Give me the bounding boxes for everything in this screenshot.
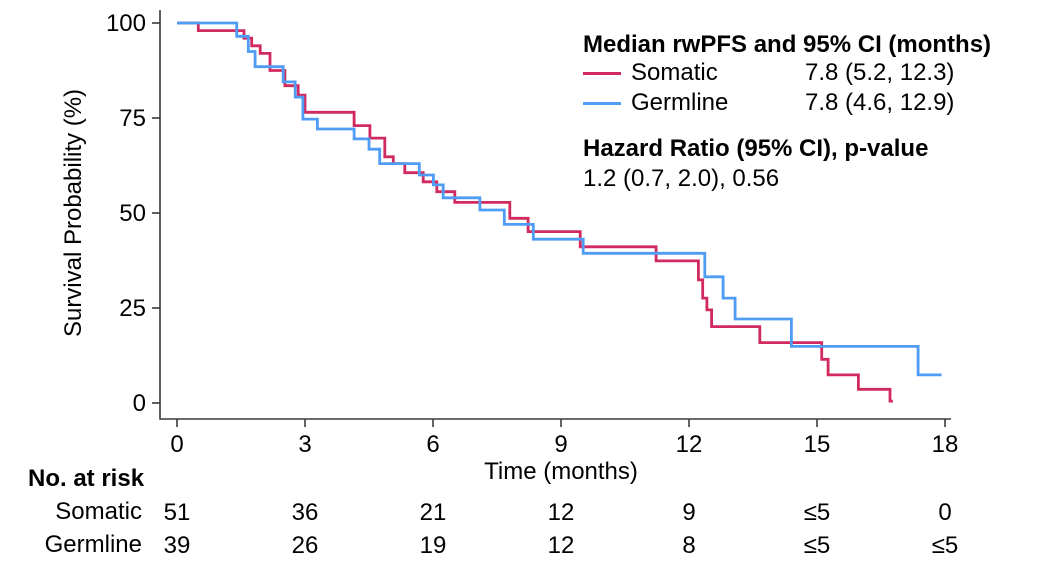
x-tick-label: 6 bbox=[426, 431, 439, 458]
x-tick-label: 15 bbox=[804, 431, 831, 458]
risk-count-germline: 19 bbox=[420, 532, 447, 559]
x-tick-label: 18 bbox=[932, 431, 959, 458]
risk-count-germline: ≤5 bbox=[804, 532, 831, 559]
somatic-line-swatch bbox=[583, 71, 621, 75]
hazard-ratio-title: Hazard Ratio (95% CI), p-value bbox=[583, 135, 929, 162]
y-tick-label: 50 bbox=[119, 200, 146, 227]
risk-count-germline: 26 bbox=[292, 532, 319, 559]
y-axis-label: Survival Probability (%) bbox=[60, 88, 87, 338]
risk-count-germline: 12 bbox=[548, 532, 575, 559]
x-tick-label: 3 bbox=[298, 431, 311, 458]
legend-median-somatic: 7.8 (5.2, 12.3) bbox=[805, 59, 955, 86]
risk-count-somatic: 0 bbox=[938, 499, 951, 526]
legend-row-germline: Germline 7.8 (4.6, 12.9) bbox=[583, 88, 991, 118]
y-tick-label: 100 bbox=[106, 10, 146, 37]
x-tick-label: 9 bbox=[554, 431, 567, 458]
risk-count-germline: ≤5 bbox=[932, 532, 959, 559]
legend-median-germline: 7.8 (4.6, 12.9) bbox=[805, 89, 955, 116]
hazard-ratio-value: 1.2 (0.7, 2.0), 0.56 bbox=[583, 165, 780, 192]
y-tick-label: 25 bbox=[119, 295, 146, 322]
risk-table-values: 51 36 21 12 9 ≤5 0 39 26 19 12 8 ≤5 ≤5 bbox=[164, 499, 959, 559]
axis-lines bbox=[159, 10, 951, 420]
x-tick-label: 0 bbox=[170, 431, 183, 458]
risk-count-somatic: 12 bbox=[548, 499, 575, 526]
risk-count-somatic: ≤5 bbox=[804, 499, 831, 526]
risk-table-header: No. at risk bbox=[28, 465, 145, 492]
risk-row-label-germline: Germline bbox=[44, 531, 142, 558]
y-tick-label: 0 bbox=[133, 390, 146, 417]
legend-label-somatic: Somatic bbox=[631, 59, 718, 86]
risk-count-germline: 8 bbox=[682, 532, 695, 559]
risk-count-germline: 39 bbox=[164, 532, 191, 559]
legend-row-somatic: Somatic 7.8 (5.2, 12.3) bbox=[583, 58, 991, 88]
axes: 0 25 50 75 100 0 3 6 9 12 15 18 bbox=[106, 10, 958, 458]
x-tick-label: 12 bbox=[676, 431, 703, 458]
risk-count-somatic: 9 bbox=[682, 499, 695, 526]
germline-survival-curve bbox=[177, 21, 942, 377]
risk-row-label-somatic: Somatic bbox=[55, 498, 142, 525]
legend-label-germline: Germline bbox=[631, 89, 729, 116]
survival-curves bbox=[177, 21, 942, 403]
legend: Median rwPFS and 95% CI (months) Somatic… bbox=[583, 31, 991, 192]
legend-title: Median rwPFS and 95% CI (months) bbox=[583, 31, 992, 58]
risk-count-somatic: 51 bbox=[164, 499, 191, 526]
risk-count-somatic: 21 bbox=[420, 499, 447, 526]
x-axis-label: Time (months) bbox=[484, 458, 638, 485]
y-tick-label: 75 bbox=[119, 105, 146, 132]
risk-count-somatic: 36 bbox=[292, 499, 319, 526]
germline-line-swatch bbox=[583, 101, 621, 105]
